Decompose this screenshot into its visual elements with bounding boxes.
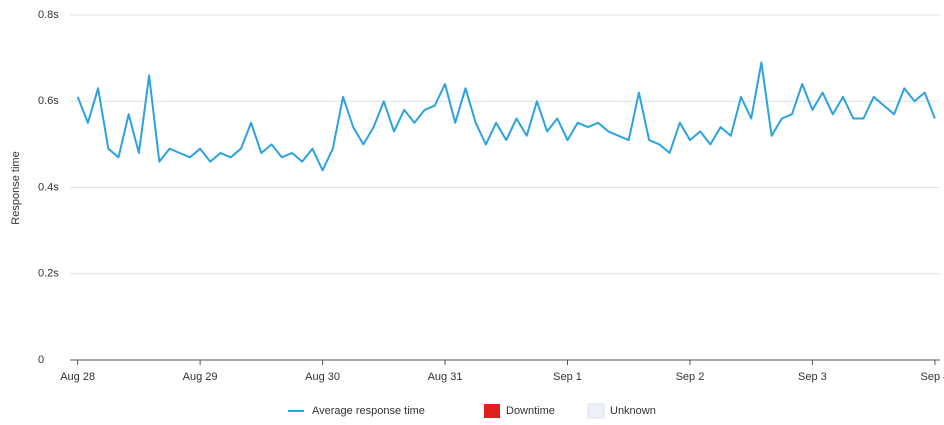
x-tick-label: Aug 28 [60,371,95,383]
legend-label: Average response time [312,405,425,417]
legend-label: Unknown [610,405,656,417]
y-tick-label: 0.8s [38,9,59,21]
y-tick-label: 0 [38,354,44,366]
legend-swatch [587,403,605,419]
y-tick-label: 0.6s [38,95,59,107]
x-tick-label: Sep 3 [798,371,827,383]
x-tick-label: Sep 1 [553,371,582,383]
x-tick-label: Sep 2 [676,371,705,383]
data-line [76,61,936,172]
x-tick-label: Aug 31 [428,371,463,383]
y-tick-label: 0.2s [38,268,59,280]
legend-label: Downtime [506,405,555,417]
y-axis-title: Response time [10,151,22,224]
x-tick-label: Aug 30 [305,371,340,383]
legend-swatch [484,404,500,418]
y-tick-label: 0.4s [38,181,59,193]
x-tick-label: Sep 4 [921,371,944,383]
x-tick-label: Aug 29 [183,371,218,383]
